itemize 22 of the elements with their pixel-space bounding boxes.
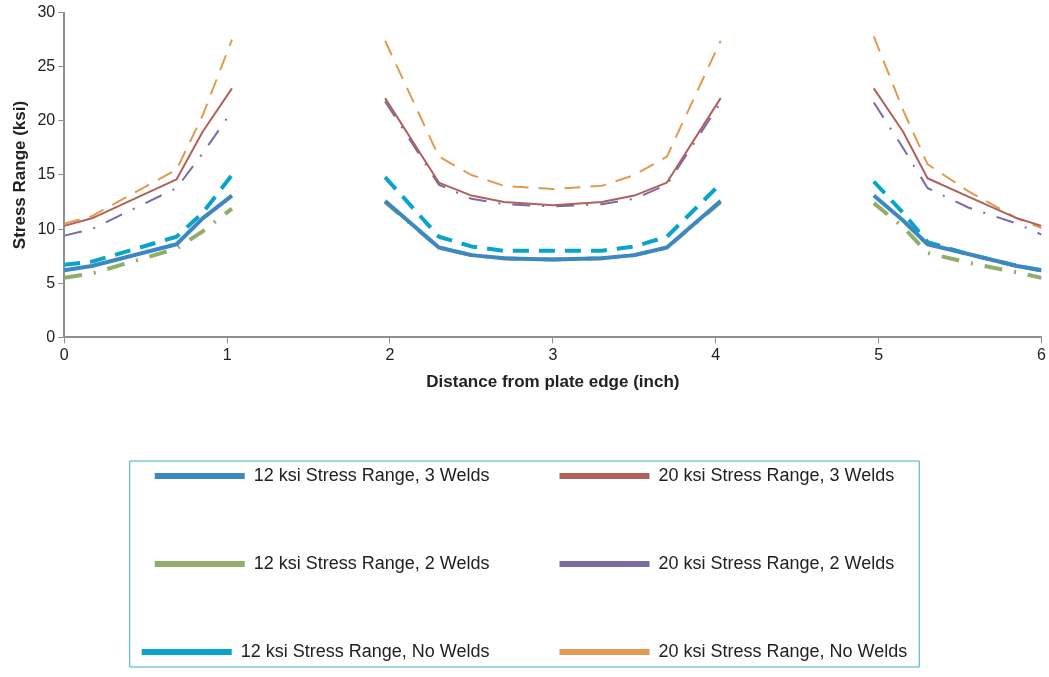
- y-axis-title: Stress Range (ksi): [9, 100, 29, 250]
- x-tick-label: 4: [711, 346, 721, 364]
- x-tick-label: 2: [385, 346, 395, 364]
- x-tick-label: 6: [1037, 346, 1047, 364]
- legend-label: 20 ksi Stress Range, 3 Welds: [658, 464, 895, 485]
- y-tick-label: 20: [37, 111, 56, 129]
- legend-label: 12 ksi Stress Range, No Welds: [240, 640, 490, 661]
- x-tick-label: 5: [874, 346, 884, 364]
- legend-label: 12 ksi Stress Range, 2 Welds: [253, 552, 490, 573]
- y-tick-label: 0: [46, 327, 56, 345]
- y-tick-label: 5: [46, 273, 56, 291]
- x-tick-label: 1: [222, 346, 232, 364]
- x-tick-label: 3: [548, 346, 558, 364]
- y-tick-label: 10: [37, 219, 56, 237]
- x-axis-title: Distance from plate edge (inch): [426, 372, 680, 392]
- legend-label: 20 ksi Stress Range, 2 Welds: [658, 552, 895, 573]
- legend-label: 12 ksi Stress Range, 3 Welds: [253, 464, 490, 485]
- x-tick-label: 0: [59, 346, 69, 364]
- legend-label: 20 ksi Stress Range, No Welds: [658, 640, 908, 661]
- y-tick-label: 30: [37, 3, 56, 21]
- y-tick-label: 15: [37, 165, 56, 183]
- y-tick-label: 25: [37, 57, 56, 75]
